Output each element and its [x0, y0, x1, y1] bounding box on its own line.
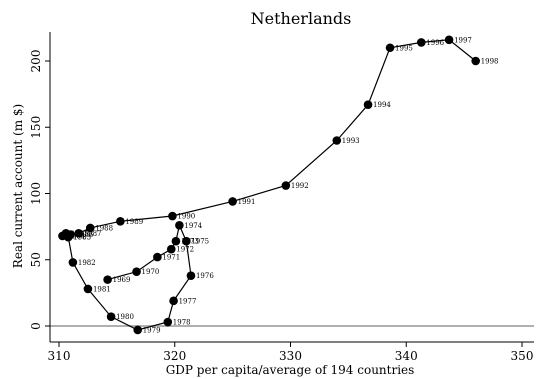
- chart-title: Netherlands: [251, 9, 352, 28]
- data-point-1978: [163, 317, 173, 327]
- x-ticks: 310 320 330 340 350: [48, 342, 534, 363]
- data-point-1982: [68, 258, 78, 267]
- point-label-1996: 1996: [426, 39, 444, 47]
- x-tick-label: 310: [48, 349, 71, 363]
- point-label-1989: 1989: [125, 218, 143, 226]
- point-label-1982: 1982: [78, 259, 96, 267]
- point-label-1969: 1969: [113, 276, 131, 284]
- point-label-1980: 1980: [116, 313, 134, 321]
- x-tick-label: 340: [395, 349, 418, 363]
- data-point-1990: [168, 211, 177, 221]
- point-label-1974: 1974: [184, 222, 202, 230]
- point-label-1997: 1997: [454, 36, 472, 44]
- data-point-1994: [363, 100, 373, 110]
- point-label-1990: 1990: [177, 213, 195, 221]
- data-point-1992: [281, 181, 291, 190]
- point-label-1993: 1993: [342, 137, 360, 145]
- point-label-1970: 1970: [142, 268, 160, 276]
- y-ticks: 0 50 100 150 200: [29, 50, 50, 330]
- point-label-1991: 1991: [238, 198, 256, 206]
- point-label-1975: 1975: [191, 238, 209, 246]
- data-point-1988: [85, 223, 95, 233]
- data-point-1996: [416, 38, 426, 47]
- point-label-1986: 1986: [76, 231, 94, 239]
- point-label-1976: 1976: [196, 272, 214, 280]
- point-label-1971: 1971: [162, 254, 180, 262]
- point-label-1987: 1987: [84, 230, 102, 238]
- data-point-1987: [74, 228, 83, 238]
- data-point-1981: [83, 284, 93, 294]
- point-label-1994: 1994: [373, 101, 391, 109]
- y-axis-label: Real current account (m $): [11, 104, 25, 268]
- data-point-1969: [103, 275, 112, 284]
- data-point-1986: [66, 230, 75, 239]
- point-label-1979: 1979: [143, 326, 161, 334]
- y-tick-label: 100: [29, 182, 43, 205]
- data-point-1972: [166, 244, 176, 254]
- point-label-1981: 1981: [93, 285, 111, 293]
- data-point-1970: [132, 267, 141, 276]
- data-point-1975: [182, 236, 191, 246]
- point-label-1988: 1988: [95, 224, 113, 232]
- data-markers: [58, 35, 481, 335]
- data-point-1993: [332, 136, 342, 145]
- point-label-1992: 1992: [291, 182, 309, 190]
- point-label-1973: 1973: [181, 238, 199, 246]
- data-point-1973: [171, 236, 181, 246]
- data-point-1977: [169, 296, 178, 306]
- y-tick-label: 0: [29, 322, 43, 330]
- point-label-1984: 1984: [67, 232, 85, 240]
- data-point-1979: [133, 325, 143, 335]
- data-point-1995: [385, 43, 395, 53]
- x-tick-label: 350: [511, 349, 534, 363]
- point-label-1983: 1983: [73, 234, 91, 242]
- x-tick-label: 330: [279, 349, 302, 363]
- x-tick-label: 320: [163, 349, 186, 363]
- data-point-1989: [116, 217, 125, 226]
- data-point-1997: [444, 35, 454, 45]
- data-point-1980: [106, 312, 116, 322]
- y-tick-label: 200: [29, 50, 43, 73]
- data-point-1976: [186, 271, 196, 280]
- point-label-1985: 1985: [71, 230, 89, 238]
- point-label-1978: 1978: [173, 319, 191, 327]
- y-tick-label: 150: [29, 116, 43, 139]
- point-label-1977: 1977: [179, 297, 197, 305]
- data-point-1991: [228, 197, 237, 206]
- point-label-1995: 1995: [395, 44, 413, 52]
- point-label-1998: 1998: [481, 58, 499, 66]
- data-point-1971: [153, 252, 162, 262]
- y-tick-label: 50: [29, 252, 43, 267]
- data-point-1974: [175, 221, 184, 230]
- data-point-1998: [471, 56, 481, 66]
- x-axis-label: GDP per capita/average of 194 countries: [166, 363, 415, 377]
- point-label-1972: 1972: [176, 246, 194, 254]
